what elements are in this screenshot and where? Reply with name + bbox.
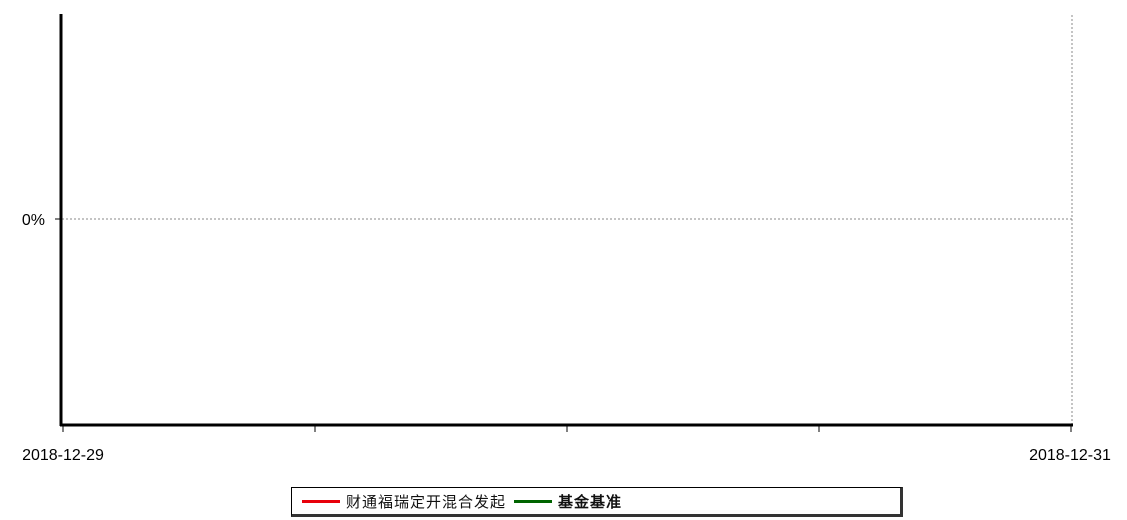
y-tick-label-0: 0%: [22, 212, 45, 229]
legend-label-benchmark: 基金基准: [558, 492, 623, 511]
legend-item-benchmark: 基金基准: [514, 491, 622, 512]
legend-swatch-benchmark: [514, 499, 553, 503]
legend-label-fund: 财通福瑞定开混合发起: [346, 492, 507, 511]
legend-swatch-fund: [302, 499, 340, 503]
chart-legend: 财通福瑞定开混合发起 基金基准: [291, 487, 903, 517]
x-tick-label-start: 2018-12-29: [22, 447, 104, 464]
x-tick-label-end: 2018-12-31: [1029, 447, 1111, 464]
legend-item-fund: 财通福瑞定开混合发起: [302, 491, 506, 512]
line-chart: 0% 2018-12-29 2018-12-31: [22, 14, 1111, 464]
